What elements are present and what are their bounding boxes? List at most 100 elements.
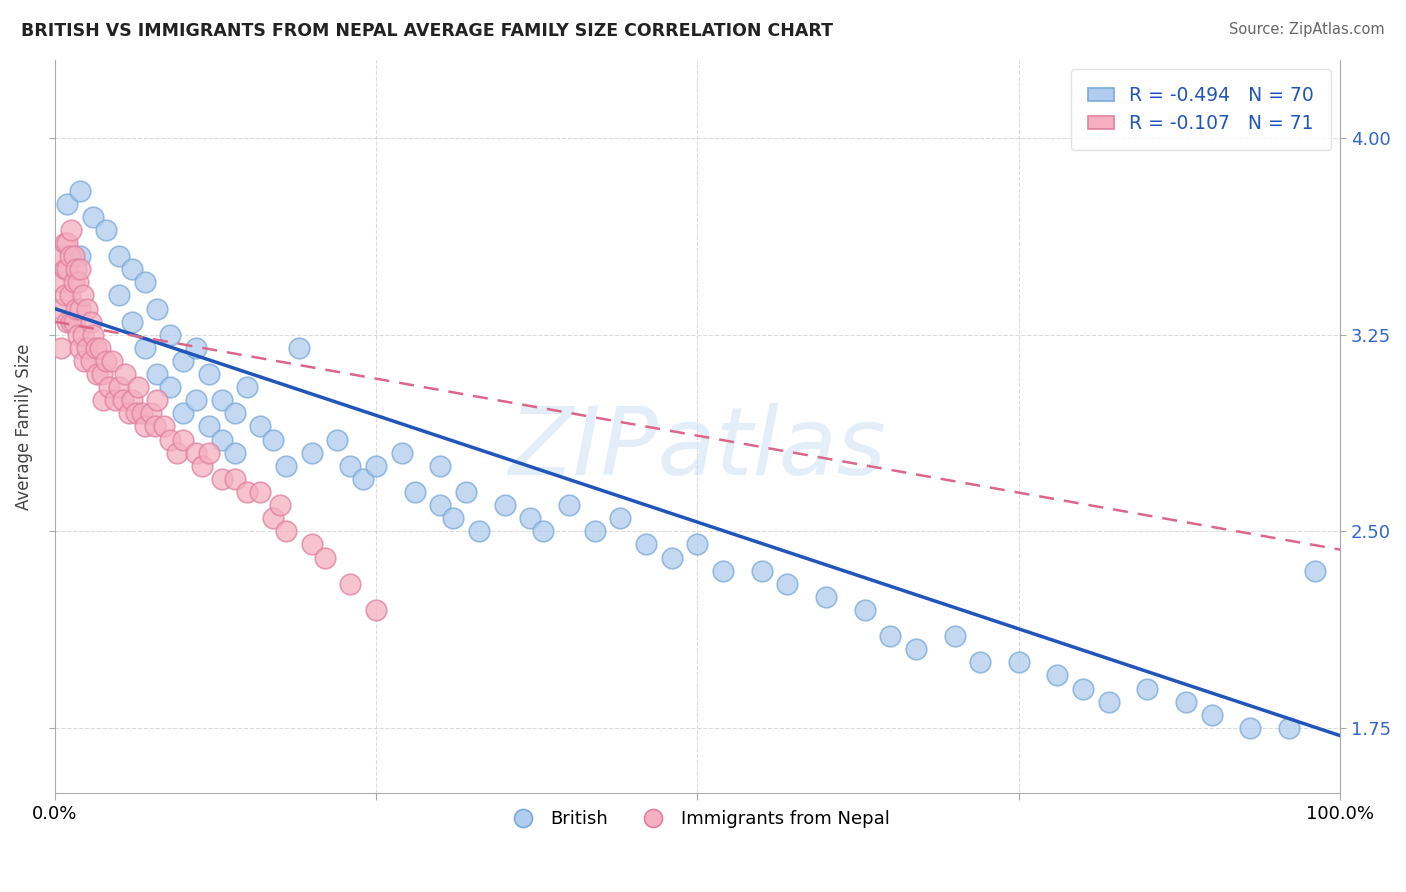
Point <box>53 262 76 277</box>
Point <box>59 288 82 302</box>
Point <box>184 445 207 459</box>
Point <box>853 603 876 617</box>
Point <box>1239 721 1261 735</box>
Point <box>454 485 477 500</box>
Point <box>1278 721 1301 735</box>
Point <box>339 576 361 591</box>
Point <box>62 315 84 329</box>
Point <box>531 524 554 539</box>
Point <box>84 341 107 355</box>
Point <box>60 223 83 237</box>
Point <box>94 354 117 368</box>
Point <box>172 433 194 447</box>
Point <box>314 550 336 565</box>
Point <box>686 537 709 551</box>
Point <box>65 301 87 316</box>
Point <box>82 210 104 224</box>
Point <box>62 249 84 263</box>
Point <box>69 249 91 263</box>
Point <box>814 590 837 604</box>
Point <box>558 498 581 512</box>
Point <box>79 354 101 368</box>
Point <box>236 485 259 500</box>
Point <box>73 354 96 368</box>
Point <box>166 445 188 459</box>
Point <box>211 433 233 447</box>
Point <box>211 472 233 486</box>
Point <box>139 406 162 420</box>
Point <box>198 445 221 459</box>
Point <box>172 354 194 368</box>
Point <box>66 276 89 290</box>
Point <box>404 485 426 500</box>
Point <box>224 406 246 420</box>
Point <box>76 341 98 355</box>
Point <box>249 485 271 500</box>
Point <box>69 341 91 355</box>
Point <box>339 458 361 473</box>
Point <box>326 433 349 447</box>
Point <box>159 433 181 447</box>
Point <box>53 235 76 250</box>
Point <box>69 301 91 316</box>
Point <box>134 419 156 434</box>
Point <box>274 458 297 473</box>
Point <box>441 511 464 525</box>
Point <box>879 629 901 643</box>
Point <box>121 393 143 408</box>
Y-axis label: Average Family Size: Average Family Size <box>15 343 32 509</box>
Point <box>49 276 72 290</box>
Point <box>1175 695 1198 709</box>
Point <box>143 419 166 434</box>
Point <box>59 249 82 263</box>
Point <box>776 576 799 591</box>
Point <box>146 301 169 316</box>
Point <box>146 367 169 381</box>
Point <box>134 276 156 290</box>
Point <box>56 235 79 250</box>
Point <box>76 301 98 316</box>
Point <box>79 315 101 329</box>
Point <box>60 315 83 329</box>
Point <box>104 393 127 408</box>
Point <box>108 249 131 263</box>
Point <box>1303 564 1326 578</box>
Point <box>93 393 115 408</box>
Point <box>97 380 120 394</box>
Point <box>184 341 207 355</box>
Point <box>94 223 117 237</box>
Point <box>301 445 323 459</box>
Point <box>108 380 131 394</box>
Point <box>262 511 284 525</box>
Legend: British, Immigrants from Nepal: British, Immigrants from Nepal <box>498 803 897 836</box>
Point <box>127 380 149 394</box>
Point <box>198 367 221 381</box>
Point <box>583 524 606 539</box>
Point <box>53 288 76 302</box>
Point <box>159 380 181 394</box>
Point <box>49 341 72 355</box>
Point <box>65 262 87 277</box>
Point <box>288 341 311 355</box>
Point <box>969 656 991 670</box>
Point <box>184 393 207 408</box>
Point <box>249 419 271 434</box>
Point <box>1071 681 1094 696</box>
Point <box>429 498 451 512</box>
Point <box>72 288 94 302</box>
Point <box>1098 695 1121 709</box>
Point <box>236 380 259 394</box>
Point <box>146 393 169 408</box>
Point <box>224 445 246 459</box>
Point <box>468 524 491 539</box>
Point <box>66 327 89 342</box>
Point <box>609 511 631 525</box>
Point <box>269 498 291 512</box>
Point <box>1136 681 1159 696</box>
Point <box>905 642 928 657</box>
Point <box>118 406 141 420</box>
Point <box>364 458 387 473</box>
Point <box>56 262 79 277</box>
Point <box>91 367 114 381</box>
Point <box>56 196 79 211</box>
